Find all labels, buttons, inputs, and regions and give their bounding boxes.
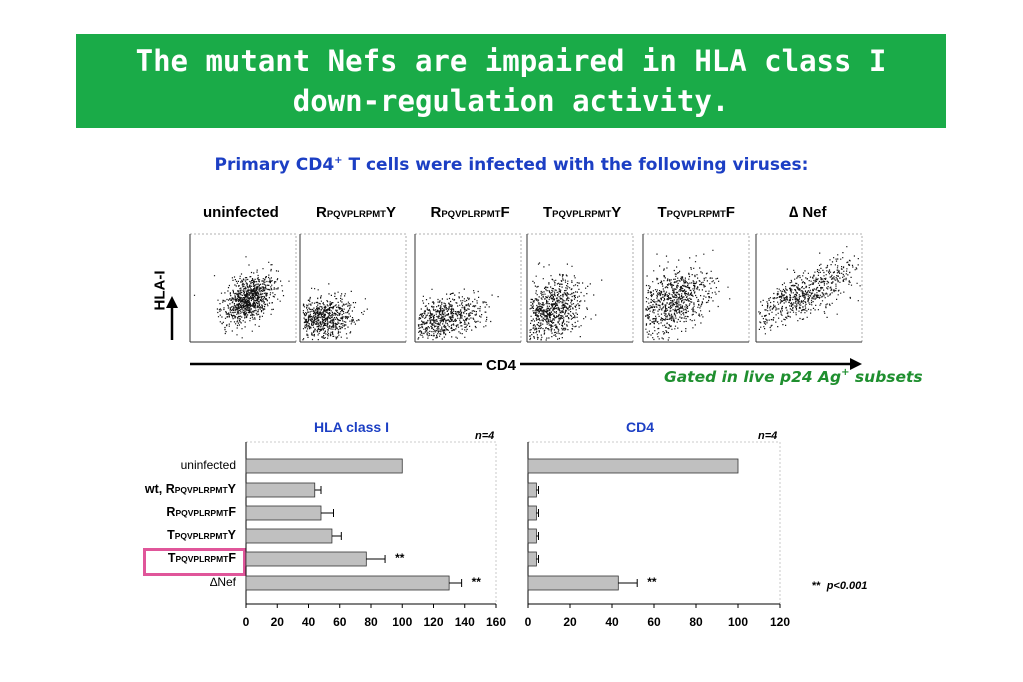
gate-note-sup: + bbox=[841, 367, 850, 378]
x-tick-label: 40 bbox=[605, 615, 619, 629]
bar bbox=[245, 528, 333, 544]
row-label-end: Y bbox=[227, 482, 236, 496]
flow-label-end: Y bbox=[385, 204, 396, 221]
bar bbox=[245, 505, 322, 521]
bar bbox=[527, 551, 537, 567]
row-label-pre: T bbox=[167, 551, 176, 565]
flow-label-end: F bbox=[725, 204, 735, 221]
flow-panel-label: uninfected bbox=[203, 204, 279, 221]
x-tick-label: 120 bbox=[423, 615, 443, 629]
footnote-stars: ** bbox=[812, 580, 821, 592]
bar bbox=[245, 575, 450, 591]
bar bbox=[527, 458, 739, 474]
flow-label-sub: PQVPLRPMT bbox=[326, 209, 386, 220]
cd4-axis-label: CD4 bbox=[482, 357, 521, 374]
flow-panel-label: RPQVPLRPMTY bbox=[316, 204, 396, 221]
row-label: wt, RPQVPLRPMTY bbox=[96, 482, 236, 496]
title-line-1: The mutant Nefs are impaired in HLA clas… bbox=[135, 44, 887, 78]
row-label-end: Y bbox=[227, 528, 236, 542]
flow-label-sub: PQVPLRPMT bbox=[666, 209, 726, 220]
chart-title-hla: HLA class I bbox=[314, 419, 389, 435]
title-banner: The mutant Nefs are impaired in HLA clas… bbox=[76, 34, 946, 128]
flow-label-main: uninfected bbox=[203, 204, 279, 221]
flow-label-end: F bbox=[500, 204, 510, 221]
row-label-sub: PQVPLRPMT bbox=[175, 554, 229, 564]
title-line-2: down-regulation activity. bbox=[292, 84, 730, 118]
bar bbox=[245, 458, 403, 474]
flow-label-main: ∆ Nef bbox=[789, 204, 827, 221]
x-tick-label: 100 bbox=[728, 615, 748, 629]
gate-note-pre: Gated in live p24 Ag bbox=[664, 368, 842, 386]
footnote: ** p<0.001 bbox=[812, 580, 867, 592]
row-label-sub: PQVPLRPMT bbox=[174, 485, 228, 495]
row-label: RPQVPLRPMTF bbox=[96, 505, 236, 519]
x-tick-label: 20 bbox=[271, 615, 285, 629]
row-label-sub: PQVPLRPMT bbox=[175, 508, 229, 518]
highlight-box bbox=[143, 548, 246, 576]
row-label: TPQVPLRPMTY bbox=[96, 528, 236, 542]
x-tick-label: 160 bbox=[486, 615, 506, 629]
row-label-sub: PQVPLRPMT bbox=[174, 531, 228, 541]
flow-panel-label: TPQVPLRPMTY bbox=[543, 204, 621, 221]
row-label-pre: T bbox=[167, 528, 175, 542]
bar bbox=[527, 482, 537, 498]
significance-mark: ** bbox=[395, 551, 405, 565]
row-label: uninfected bbox=[96, 458, 236, 472]
bar-chart-2: 0 20 40 60 80 100 120 ** bbox=[525, 441, 790, 629]
row-label: TPQVPLRPMTF bbox=[96, 551, 236, 565]
flow-label-sub: PQVPLRPMT bbox=[441, 209, 501, 220]
subtitle-sup: + bbox=[334, 155, 343, 166]
x-tick-label: 60 bbox=[647, 615, 661, 629]
x-tick-label: 80 bbox=[364, 615, 378, 629]
flow-label-main: R bbox=[430, 204, 442, 221]
chart-title-cd4: CD4 bbox=[626, 419, 655, 435]
x-tick-label: 140 bbox=[455, 615, 475, 629]
x-tick-label: 40 bbox=[302, 615, 316, 629]
flow-label-main: R bbox=[316, 204, 327, 221]
n-label-cd4: n=4 bbox=[758, 430, 778, 442]
subtitle-pre: Primary CD4 bbox=[214, 155, 335, 175]
footnote-text: p<0.001 bbox=[826, 580, 868, 592]
row-label-end: F bbox=[228, 505, 236, 519]
bar bbox=[245, 482, 316, 498]
row-label-pre: ∆Nef bbox=[209, 575, 236, 589]
x-tick-label: 100 bbox=[392, 615, 412, 629]
flow-panel-label: TPQVPLRPMTF bbox=[658, 204, 735, 221]
row-label-end: F bbox=[228, 551, 236, 565]
flow-label-main: T bbox=[543, 204, 553, 221]
gate-note: Gated in live p24 Ag+ subsets bbox=[664, 367, 923, 386]
bar bbox=[245, 551, 367, 567]
gate-note-post: subsets bbox=[849, 368, 923, 386]
x-tick-label: 80 bbox=[689, 615, 703, 629]
x-tick-label: 60 bbox=[333, 615, 347, 629]
bar bbox=[527, 528, 537, 544]
row-label: ∆Nef bbox=[96, 575, 236, 589]
flow-panel-label: ∆ Nef bbox=[789, 204, 827, 221]
row-label-pre: R bbox=[166, 505, 176, 519]
subtitle-post: T cells were infected with the following… bbox=[342, 155, 809, 175]
n-label-hla: n=4 bbox=[475, 430, 495, 442]
x-tick-label: 0 bbox=[525, 615, 532, 629]
flow-panel-label: RPQVPLRPMTF bbox=[431, 204, 510, 221]
flow-label-end: Y bbox=[611, 204, 622, 221]
x-tick-label: 0 bbox=[243, 615, 250, 629]
row-label-pre: wt, R bbox=[144, 482, 175, 496]
flow-label-sub: PQVPLRPMT bbox=[552, 209, 612, 220]
row-label-pre: uninfected bbox=[180, 458, 236, 472]
bar bbox=[527, 575, 619, 591]
x-tick-label: 20 bbox=[563, 615, 577, 629]
x-tick-label: 120 bbox=[770, 615, 790, 629]
significance-mark: ** bbox=[647, 575, 657, 589]
subtitle: Primary CD4+ T cells were infected with … bbox=[0, 155, 1023, 175]
significance-mark: ** bbox=[472, 575, 482, 589]
bar-chart-1: 0 20 40 60 80 100 120 140 160 ** ** bbox=[243, 441, 506, 629]
flow-label-main: T bbox=[657, 204, 667, 221]
bar bbox=[527, 505, 537, 521]
